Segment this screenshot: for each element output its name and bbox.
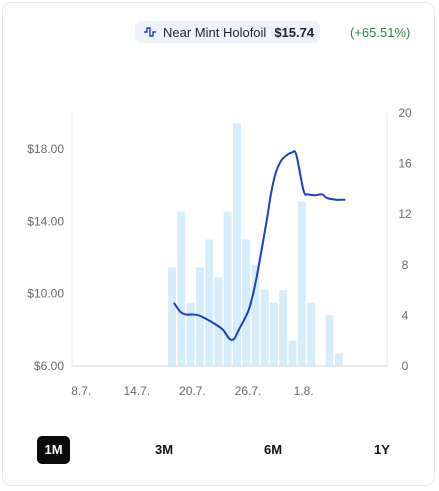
y-left-tick-1: $10.00 [27,287,64,301]
series-name: Near Mint Holofoil [163,24,267,40]
range-6m-button[interactable]: 6M [263,442,283,457]
volume-bars [168,123,343,367]
price-change: (+65.51%) [350,25,411,40]
volume-bar-8 [242,239,251,366]
volume-bar-9 [251,264,260,366]
volume-bar-2 [186,302,195,366]
range-3m-button[interactable]: 3M [154,442,174,457]
y-right-tick-2: 8 [402,258,409,272]
volume-bar-12 [279,290,288,366]
y-right-tick-1: 4 [402,308,409,322]
range-1m-button[interactable]: 1M [37,436,70,464]
y-right-tick-5: 20 [398,106,412,120]
price-chart: $6.00 $10.00 $14.00 $18.00 0 4 8 12 16 20 8.7. 14.7… [27,106,412,398]
tick-labels: $6.00 $10.00 $14.00 $18.00 0 4 8 12 16 20 8.7. 14.7… [27,106,412,398]
volume-bar-11 [270,302,278,366]
x-tick-3: 26.7. [235,384,262,398]
y-right-tick-4: 16 [398,157,412,171]
volume-bar-13 [288,340,297,366]
x-tick-2: 20.7. [179,384,206,398]
x-tick-4: 1.8. [294,384,314,398]
volume-bar-14 [297,201,306,366]
axes [71,113,388,367]
volume-bar-1 [177,211,186,366]
y-left-tick-2: $14.00 [27,214,64,228]
series-legend[interactable]: Near Mint Holofoil $15.74 [135,21,321,43]
volume-bar-5 [214,277,223,366]
x-tick-0: 8.7. [71,384,91,398]
volume-bar-10 [260,290,269,366]
volume-bar-16 [325,315,334,366]
volume-bar-4 [205,239,214,366]
price-chart-card [2,2,435,486]
volume-bar-7 [232,123,241,367]
volume-bar-17 [334,353,343,366]
volume-bar-0 [168,267,176,366]
current-price: $15.74 [274,24,315,40]
x-tick-1: 14.7. [124,384,151,398]
range-1y-button[interactable]: 1Y [374,442,390,457]
price-line [173,150,346,342]
time-range-selector: 1M 3M 6M 1Y [0,436,439,464]
y-right-tick-0: 0 [402,359,409,373]
y-left-tick-0: $6.00 [34,359,64,373]
volume-bar-15 [307,302,315,366]
volume-bar-6 [223,211,232,366]
line-series-icon [144,27,156,37]
y-left-tick-3: $18.00 [27,142,64,156]
y-right-tick-3: 12 [398,207,412,221]
